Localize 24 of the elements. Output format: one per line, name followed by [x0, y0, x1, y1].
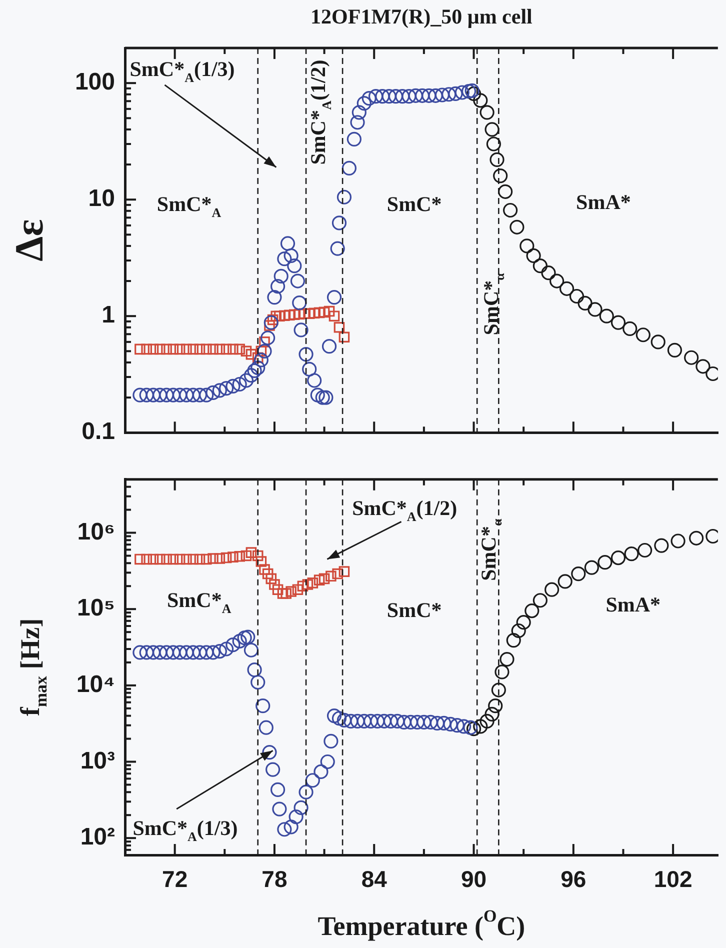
x-tick-label: 96: [560, 866, 586, 892]
y-axis-title: fmax [Hz]: [14, 618, 51, 716]
y-tick-label: 10⁵: [77, 594, 115, 622]
y-tick-label: 10²: [80, 824, 116, 851]
annotation: SmA*: [606, 592, 661, 617]
annotation: SmA*: [576, 190, 631, 214]
annotation: SmC*α: [479, 272, 507, 336]
annotation: SmC*: [386, 192, 442, 216]
y-tick-label: 10⁶: [77, 518, 115, 546]
x-tick-label: 72: [162, 866, 188, 892]
y-tick-label: 0.1: [82, 418, 115, 446]
y-tick-label: 10⁴: [76, 671, 115, 698]
chart-title: 12OF1M7(R)_50 μm cell: [310, 4, 533, 28]
y-tick-label: 1: [102, 302, 115, 329]
x-tick-label: 102: [654, 866, 692, 892]
annotation: SmC*A(1/2): [306, 60, 334, 165]
annotation: SmC*: [386, 598, 442, 622]
y-axis-title: Δε: [6, 219, 52, 262]
x-tick-label: 84: [361, 866, 388, 892]
x-tick-label: 78: [262, 866, 288, 892]
x-tick-label: 90: [460, 866, 487, 892]
y-tick-label: 10³: [80, 747, 116, 774]
y-tick-label: 100: [74, 68, 115, 96]
y-tick-label: 10: [88, 185, 115, 212]
